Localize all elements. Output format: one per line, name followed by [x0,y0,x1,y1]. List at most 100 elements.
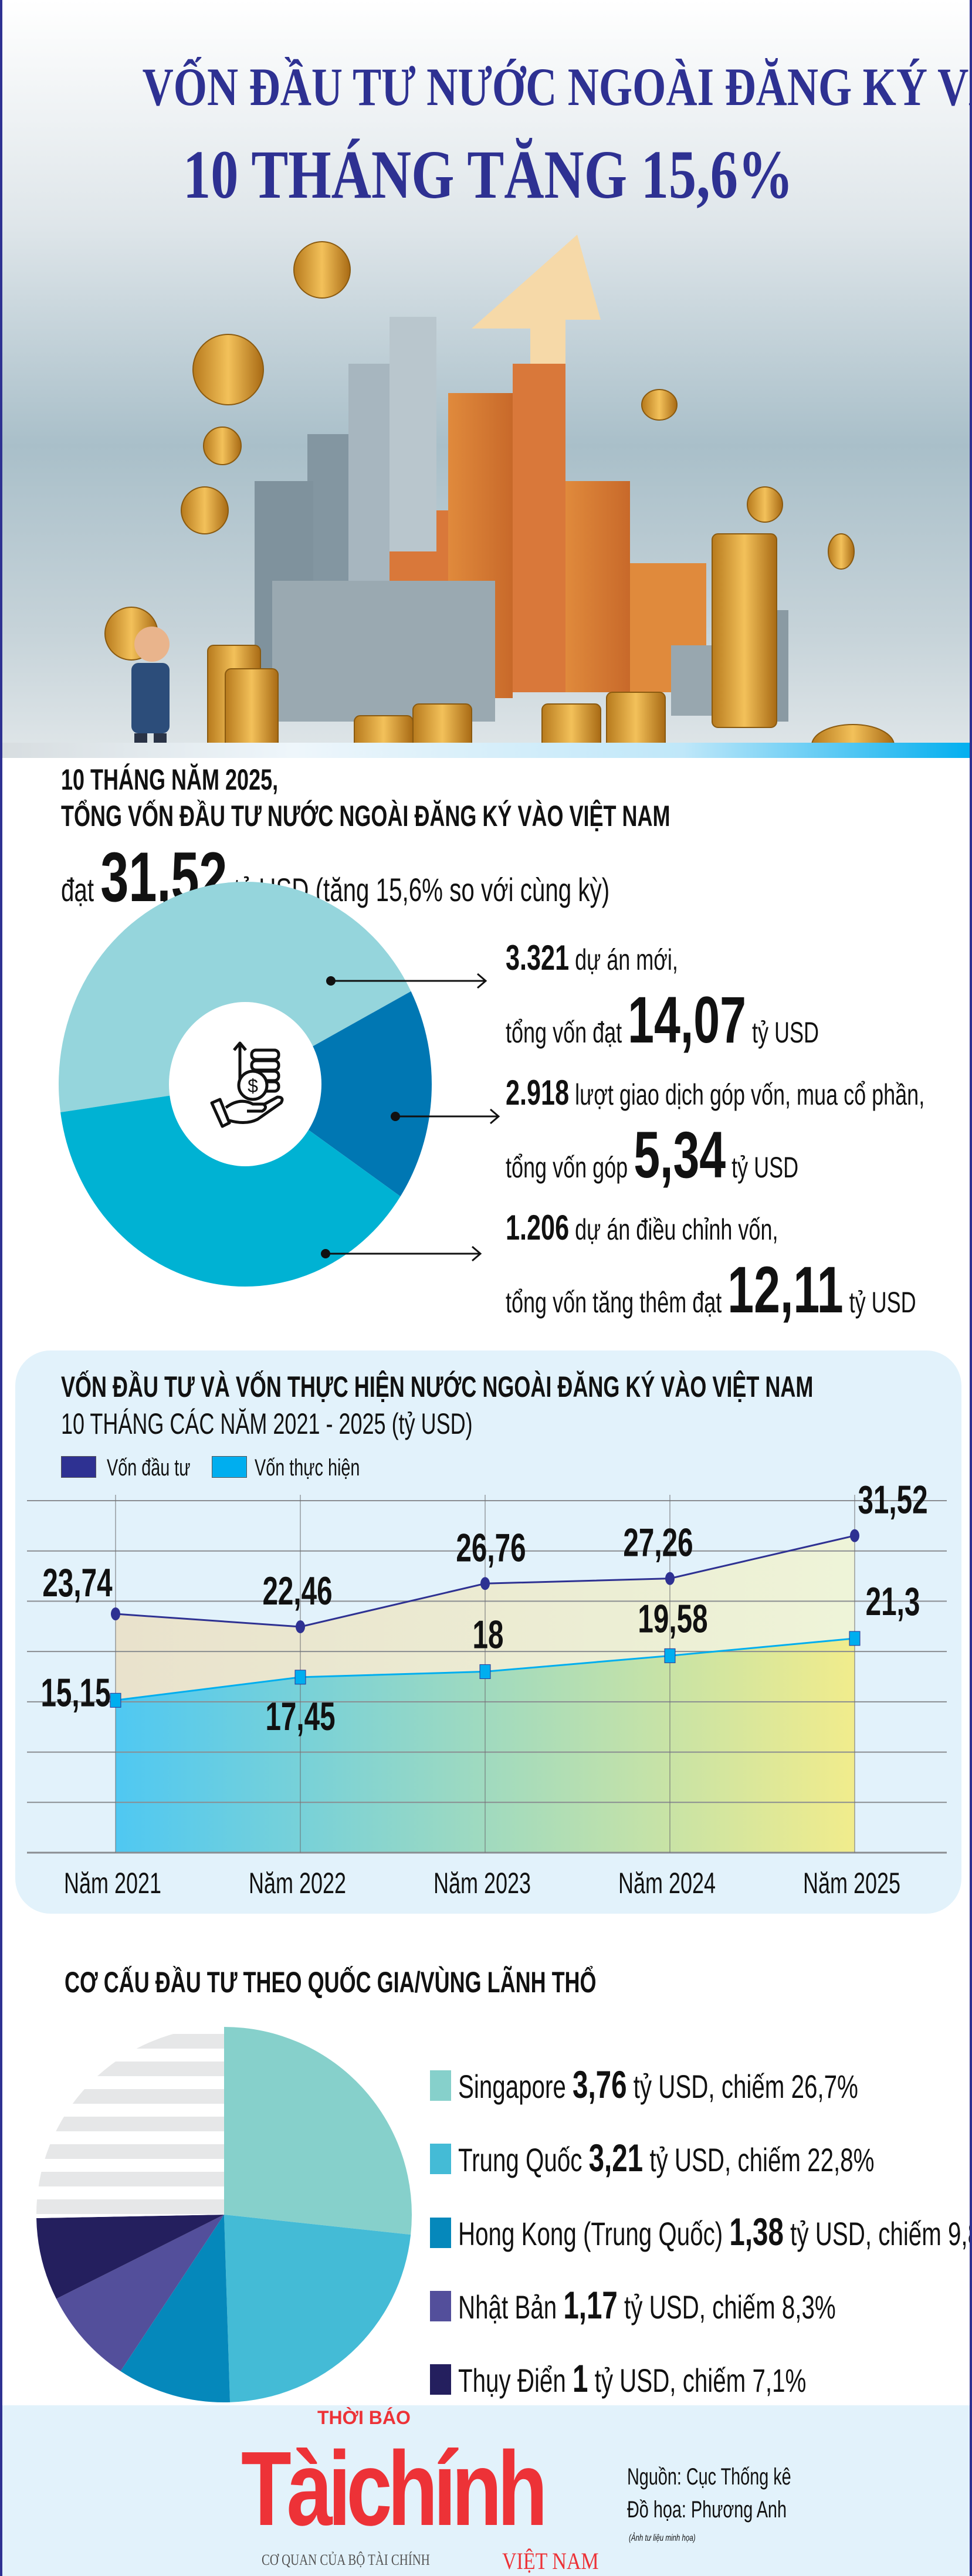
investment-data-label: 26,76 [456,1526,526,1570]
investment-point [480,1577,490,1590]
realized-data-label: 15,15 [40,1671,110,1715]
footer [2,2405,970,2576]
realized-point [110,1692,121,1708]
breakdown-label-capital-contribution: 2.918 lượt giao dịch góp vốn, mua cổ phầ… [506,1072,963,1196]
value: 5,34 [634,1118,726,1191]
country-value: 3,21 [588,2136,644,2179]
realized-data-label: 17,45 [265,1695,335,1739]
logo-country-text: VIỆT NAM [502,2548,599,2574]
breakdown-label-new-projects: 3.321 dự án mới, tổng vốn đạt 14,07 tỷ U… [506,937,963,1061]
unit: tỷ USD [849,1286,916,1319]
source-credit: Nguồn: Cục Thống kê [627,2464,855,2490]
legend-swatch [430,2291,451,2321]
x-axis-label: Năm 2022 [249,1867,346,1900]
label-text: tổng vốn tăng thêm đạt [506,1286,722,1319]
realized-point [294,1670,306,1685]
logo-top-text: THỜI BÁO [317,2407,411,2428]
line-chart-title-line1: VỐN ĐẦU TƯ VÀ VỐN THỰC HIỆN NƯỚC NGOÀI Đ… [61,1370,970,1404]
value: 14,07 [628,983,746,1057]
legend-swatch [430,2364,451,2395]
line-chart-title-line2: 10 THÁNG CÁC NĂM 2021 - 2025 (tỷ USD) [61,1407,632,1441]
country-name: Trung Quốc [458,2141,582,2178]
label-line2: tổng vốn góp 5,34 tỷ USD [506,1117,912,1193]
count: 2.918 [506,1073,570,1112]
design-credit: Đồ họa: Phương Anh [627,2497,849,2523]
pie-slice-hong-kong-trung-qu-c- [120,2215,231,2402]
investment-point [296,1620,305,1633]
donut-segment-capital-contribution [245,991,432,1197]
country-name: Hong Kong (Trung Quốc) [458,2215,723,2252]
label-line1-text: 1.206 dự án điều chỉnh vốn, [506,1207,778,1248]
x-axis-label: Năm 2024 [618,1867,716,1900]
legend-text: Vốn thực hiện [255,1455,360,1481]
summary-line1: 10 THÁNG NĂM 2025, [61,763,363,797]
value: 12,11 [727,1253,844,1326]
x-axis-label: Năm 2023 [433,1867,531,1900]
country-pie-chart [36,2027,412,2402]
realized-data-label: 19,58 [638,1597,707,1641]
count: 1.206 [506,1208,570,1247]
title-text: VỐN ĐẦU TƯ NƯỚC NGOÀI ĐĂNG KÝ VÀO VIỆT N… [142,57,970,117]
label-text: tổng vốn góp [506,1151,628,1184]
section-title: CƠ CẤU ĐẦU TƯ THEO QUỐC GIA/VÙNG LÃNH TH… [65,1966,597,1999]
pie-slice-nh-t-b-n [56,2215,225,2371]
arrow-head-icon [477,973,487,989]
label-line1: 3.321 dự án mới, [506,937,745,978]
pie-slice-th-y-i-n [36,2215,224,2299]
thoi-bao-tai-chinh-logo: THỜI BÁO Tàichính CƠ QUAN CỦA BỘ TÀI CHÍ… [241,2407,617,2575]
unit: tỷ USD [731,1151,799,1184]
section-divider [2,743,970,758]
label-line1-text: 3.321 dự án mới, [506,937,678,978]
chart-title: VỐN ĐẦU TƯ VÀ VỐN THỰC HIỆN NƯỚC NGOÀI Đ… [61,1370,814,1403]
country-share: tỷ USD, chiếm 26,7% [633,2068,858,2105]
donut-segment-new-projects [58,881,411,1113]
realized-point [479,1664,491,1679]
legend-swatch-investment [61,1456,96,1478]
x-axis-label: Năm 2021 [64,1867,161,1900]
legend-swatch-realized [212,1456,247,1478]
legend-swatch [430,2218,451,2248]
summary-line2: TỔNG VỐN ĐẦU TƯ NƯỚC NGOÀI ĐĂNG KÝ VÀO V… [61,799,907,833]
investment-data-label: 27,26 [623,1521,693,1565]
label-line1: 2.918 lượt giao dịch góp vốn, mua cổ phầ… [506,1072,970,1113]
legend-text: Singapore 3,76 tỷ USD, chiếm 26,7% [458,2062,858,2107]
country-name: Singapore [458,2068,566,2105]
label-line2-text: tổng vốn tăng thêm đạt 12,11 tỷ USD [506,1252,916,1328]
page-title-line2: 10 THÁNG TĂNG 15,6% [2,135,970,215]
label-text: dự án điều chỉnh vốn, [575,1213,778,1246]
legend-text: Vốn đầu tư [107,1455,191,1481]
country-share: tỷ USD, chiếm 9,8% [790,2215,970,2252]
unit: tỷ USD [751,1016,819,1049]
legend-text: Trung Quốc 3,21 tỷ USD, chiếm 22,8% [458,2135,875,2180]
pie-slice-other [36,2027,224,2219]
label-text: dự án mới, [575,943,678,976]
investment-data-label: 22,46 [262,1569,332,1613]
logo-sub-text: CƠ QUAN CỦA BỘ TÀI CHÍNH [262,2551,430,2568]
arrow-head-icon [472,1245,482,1262]
count: 3.321 [506,938,570,977]
legend-text: Nhật Bản 1,17 tỷ USD, chiếm 8,3% [458,2283,836,2327]
label-line1-text: 2.918 lượt giao dịch góp vốn, mua cổ phầ… [506,1072,924,1113]
country-value: 1,38 [729,2210,784,2253]
country-value: 1,17 [563,2283,618,2327]
logo-main-text: Tàichính [241,2430,548,2548]
source-text: Nguồn: Cục Thống kê [627,2464,791,2490]
realized-point [849,1631,861,1646]
legend-text: Thụy Điển 1 tỷ USD, chiếm 7,1% [458,2356,806,2401]
legend-label-realized: Vốn thực hiện [255,1455,401,1481]
summary-prefix: đạt [61,871,94,908]
realized-data-label: 18 [473,1613,504,1657]
country-share: tỷ USD, chiếm 22,8% [649,2141,875,2178]
country-name: Nhật Bản [458,2289,557,2325]
pie-slice-trung-qu-c [224,2215,411,2402]
note-text: (Ảnh tư liệu minh họa) [629,2533,696,2543]
investment-point [111,1607,120,1621]
investment-point [665,1572,675,1585]
label-line2: tổng vốn đạt 14,07 tỷ USD [506,982,941,1058]
country-share: tỷ USD, chiếm 8,3% [624,2289,836,2325]
legend-label-investment: Vốn đầu tư [107,1455,223,1481]
project-breakdown-donut [58,881,500,1287]
country-share: tỷ USD, chiếm 7,1% [594,2362,807,2399]
title-text: 10 THÁNG TĂNG 15,6% [183,136,794,213]
